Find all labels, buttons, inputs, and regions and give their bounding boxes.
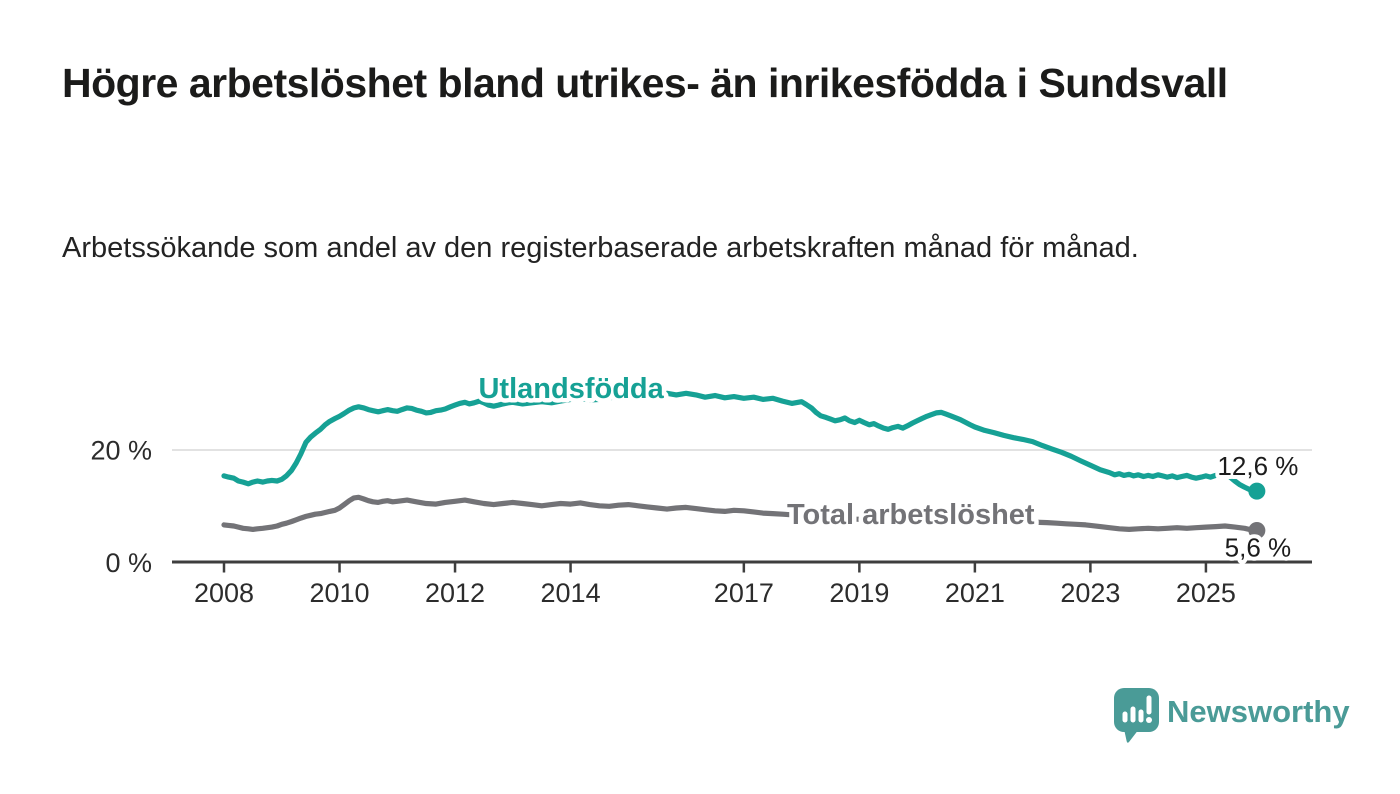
series-line-total-arbetsl-shet [221,494,1257,534]
x-axis-label-2019: 2019 [829,578,889,608]
x-axis-label-2023: 2023 [1060,578,1120,608]
newsworthy-logo [1112,686,1162,743]
bar-chart-speech-bubble-icon [1114,688,1159,743]
end-value-label-utlandsf-dda: 12,6 % [1217,451,1298,481]
chart-subtitle: Arbetssökande som andel av den registerb… [62,232,1139,264]
x-axis-label-2012: 2012 [425,578,485,608]
series-line-utlandsf-dda [221,390,1257,494]
y-axis-label-20: 20 % [90,436,152,466]
x-axis-label-2017: 2017 [714,578,774,608]
y-axis-label-0: 0 % [105,548,152,578]
series-label-utlandsf-dda: Utlandsfödda [478,373,664,405]
end-value-label-total-arbetsl-shet: 5,6 % [1225,533,1292,563]
series-label-total-arbetsl-shet: Total arbetslöshet [787,499,1035,531]
x-axis-label-2010: 2010 [309,578,369,608]
newsworthy-logo-text: Newsworthy [1167,694,1350,729]
x-axis-label-2008: 2008 [194,578,254,608]
x-axis-label-2014: 2014 [541,578,601,608]
page-title: Högre arbetslöshet bland utrikes- än inr… [62,60,1228,106]
x-axis-label-2025: 2025 [1176,578,1236,608]
x-axis-label-2021: 2021 [945,578,1005,608]
series-end-dot-total-arbetsl-shet [1248,522,1266,539]
series-end-dot-utlandsf-dda [1248,482,1266,500]
